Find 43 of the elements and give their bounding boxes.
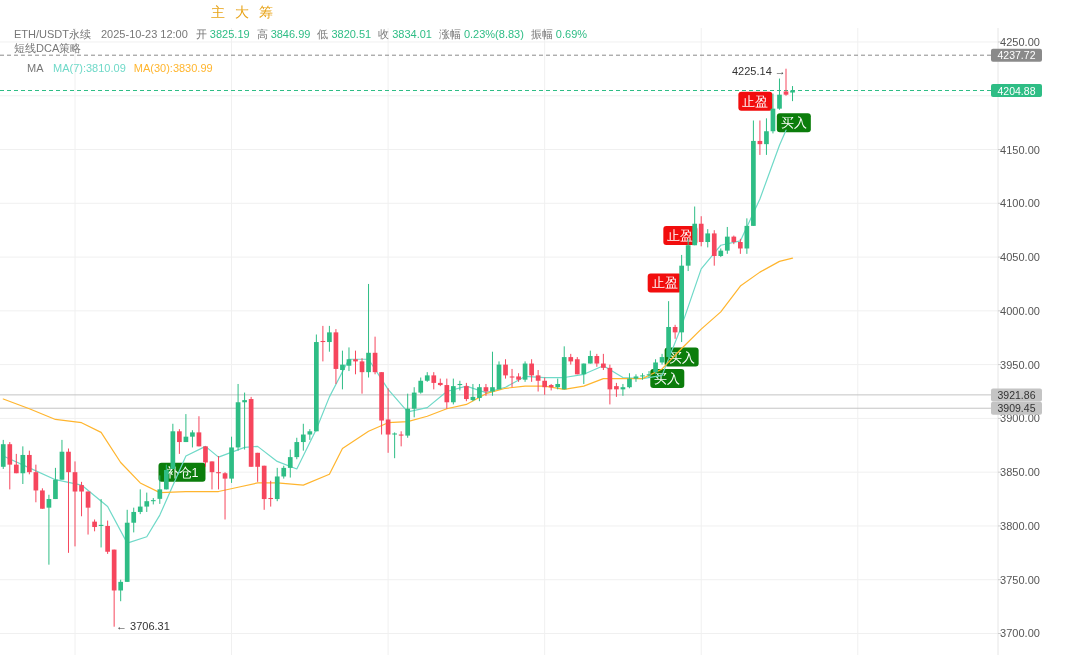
y-tick-label: 3950.00 [1000,358,1040,371]
text: MA(7):3810.09 [53,62,126,74]
y-tick-label: 4100.00 [1000,197,1040,210]
ref-line-label: 3909.45 [997,402,1036,415]
annotation: 3820.51 [331,28,372,40]
annotation: 涨幅 [438,28,461,40]
y-tick-label: 3800.00 [1000,519,1040,532]
y-tick-label: 3700.00 [1000,627,1040,640]
annotation: 开 [195,28,207,40]
ref-line-label: 4204.88 [997,84,1036,97]
annotation: 收 [378,28,390,40]
annotation: 0.69% [555,28,588,40]
annotation: 3834.01 [392,28,432,40]
text: 主 [211,4,225,20]
y-tick-label: 3750.00 [1000,573,1040,586]
annotation: ETH/USDT永续 [14,28,91,40]
y-tick-label: 3850.00 [1000,466,1040,479]
annotation: 0.23%(8.83) [463,28,524,40]
text: 大 [235,4,249,20]
y-tick-label: 4150.00 [1000,143,1040,156]
annotation: 止盈 [651,276,678,291]
ref-line-label: 4237.72 [997,49,1036,62]
ref-line-label: 3921.86 [997,388,1036,401]
annotation: 4225.14 → [732,65,786,77]
text: MA(30):3830.99 [133,62,213,74]
annotation: 止盈 [667,229,694,244]
annotation: 止盈 [742,94,769,109]
annotation: MA [27,62,45,74]
annotation: ← 3706.31 [116,620,170,632]
annotation: 低 [317,28,329,40]
y-tick-label: 3900.00 [1000,412,1040,425]
annotation: 短线DCA策略 [14,42,82,54]
annotation: 3846.99 [270,28,311,40]
annotation: 高 [256,28,268,40]
annotation: 3825.19 [209,28,250,40]
annotation: 2025-10-23 12:00 [101,28,188,40]
text: 筹 [259,4,273,20]
y-tick-label: 4000.00 [1000,304,1040,317]
y-tick-label: 4050.00 [1000,251,1040,264]
y-tick-label: 4250.00 [1000,35,1040,48]
annotation: 买入 [780,116,807,131]
annotation: 振幅 [530,28,553,40]
annotation: 买入 [654,372,681,387]
